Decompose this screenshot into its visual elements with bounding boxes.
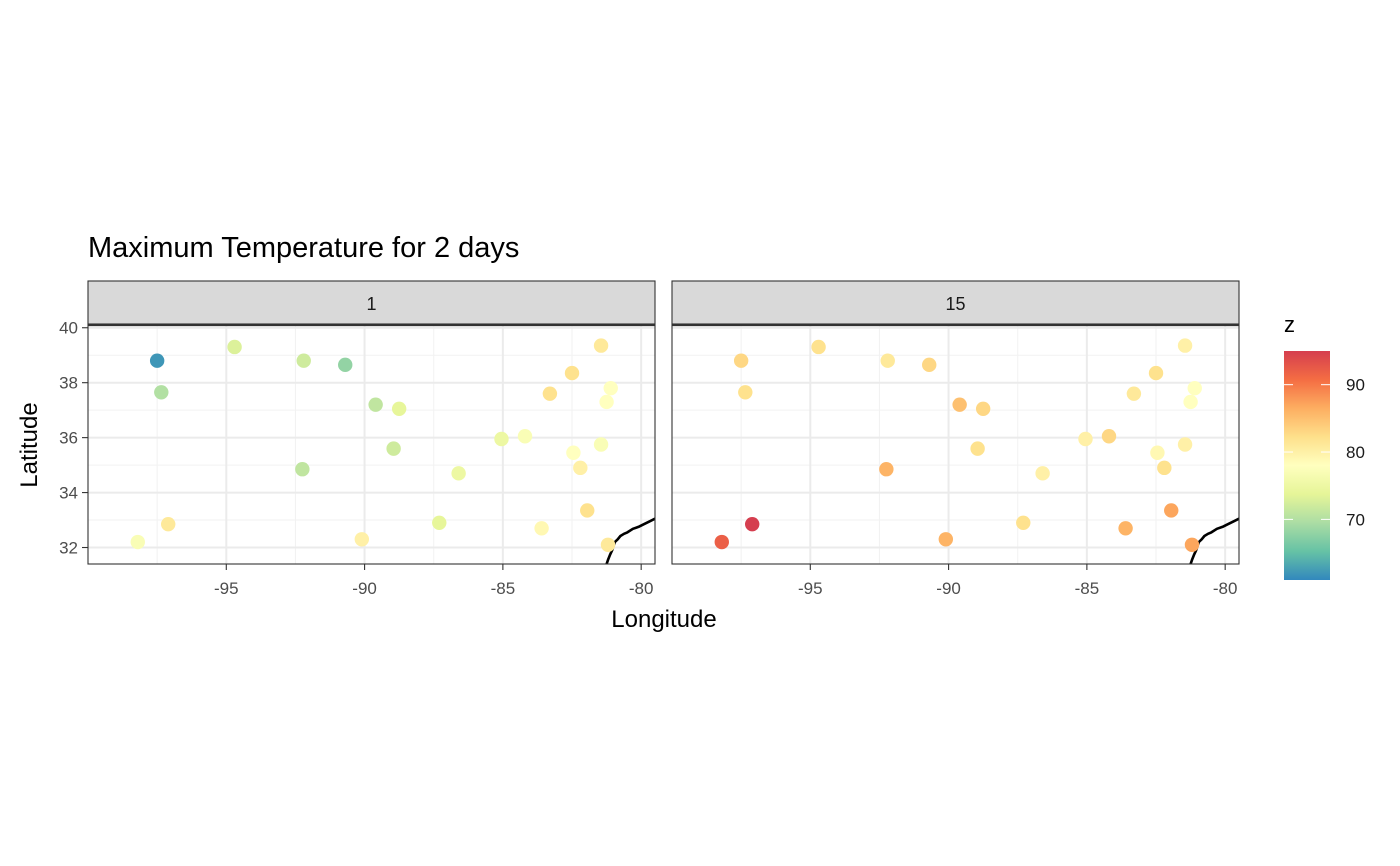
panel-background (88, 325, 655, 564)
data-point (1177, 437, 1193, 452)
y-tick-label: 38 (59, 374, 78, 393)
x-tick-label: -90 (352, 579, 377, 598)
data-point (599, 394, 614, 410)
data-point (1035, 466, 1050, 481)
data-point (154, 385, 169, 400)
facet-strip-label: 15 (945, 294, 965, 314)
data-point (130, 534, 145, 550)
data-point (161, 516, 176, 532)
data-point (573, 460, 588, 476)
y-axis-label: Latitude (16, 402, 43, 487)
data-point (295, 462, 310, 477)
data-point (386, 441, 401, 456)
legend-ticks: 70 80 90 (1284, 376, 1365, 529)
facet-strip (87, 280, 656, 325)
data-point (354, 532, 370, 547)
data-point (593, 338, 609, 353)
data-point (149, 353, 165, 368)
legend-colorbar (1284, 351, 1330, 580)
data-point (880, 353, 895, 368)
y-tick-label: 32 (59, 539, 78, 558)
data-point (952, 397, 967, 412)
data-point (714, 534, 729, 550)
data-point (1184, 537, 1200, 552)
color-legend: z 70 80 90 (1284, 312, 1365, 580)
data-point (1157, 460, 1172, 476)
data-point (227, 339, 242, 355)
data-point (733, 353, 749, 368)
data-point (1016, 515, 1031, 530)
coastline (1189, 517, 1239, 564)
data-point (1078, 431, 1093, 447)
x-axis-label: Longitude (611, 606, 716, 633)
data-point (1118, 521, 1133, 536)
facet-panels: 1 -95 -90 -85 -80 32 34 36 38 40 15 -95 -90 -85 -80 (59, 280, 1240, 598)
data-point (938, 532, 954, 547)
data-point (338, 357, 353, 373)
data-point (494, 431, 509, 447)
data-point (368, 397, 383, 412)
data-point (922, 357, 937, 373)
coastline (605, 517, 655, 564)
x-tick-label: -85 (1075, 579, 1100, 598)
data-point (564, 365, 580, 381)
data-points (714, 338, 1202, 552)
data-point (975, 401, 991, 416)
data-point (600, 537, 616, 552)
data-point (296, 353, 311, 368)
data-point (1148, 365, 1164, 381)
data-point (970, 441, 985, 456)
data-point (580, 503, 595, 518)
data-point (603, 380, 618, 396)
legend-tick-label: 70 (1346, 510, 1365, 529)
x-tick-label: -95 (214, 579, 239, 598)
y-tick-label: 36 (59, 429, 78, 448)
data-point (1177, 338, 1193, 353)
data-point (1164, 503, 1179, 518)
x-tick-label: -95 (798, 579, 823, 598)
data-point (745, 516, 760, 532)
data-point (593, 437, 609, 452)
data-point (879, 462, 894, 477)
data-point (811, 339, 826, 355)
data-point (566, 445, 581, 460)
panel-background (672, 325, 1239, 564)
data-point (534, 521, 549, 536)
data-points (130, 338, 618, 552)
data-point (1187, 380, 1202, 396)
data-point (1150, 445, 1165, 460)
y-tick-label: 34 (59, 484, 78, 503)
facet-panel: 1 -95 -90 -85 -80 32 34 36 38 40 (59, 280, 656, 598)
legend-tick-label: 80 (1346, 443, 1365, 462)
facet-strip-label: 1 (366, 294, 376, 314)
data-point (738, 385, 753, 400)
data-point (1126, 386, 1142, 401)
facet-strip (671, 280, 1240, 325)
data-point (1183, 394, 1198, 410)
facet-panel: 15 -95 -90 -85 -80 (671, 280, 1240, 598)
legend-title: z (1284, 312, 1295, 337)
x-tick-label: -85 (491, 579, 516, 598)
data-point (542, 386, 558, 401)
legend-tick-label: 90 (1346, 376, 1365, 395)
data-point (517, 429, 533, 444)
data-point (391, 401, 407, 416)
x-tick-label: -80 (629, 579, 654, 598)
data-point (1101, 429, 1117, 444)
x-tick-label: -80 (1213, 579, 1238, 598)
data-point (451, 466, 466, 481)
y-tick-label: 40 (59, 319, 78, 338)
x-tick-label: -90 (936, 579, 961, 598)
data-point (432, 515, 447, 530)
chart-title: Maximum Temperature for 2 days (88, 232, 519, 264)
